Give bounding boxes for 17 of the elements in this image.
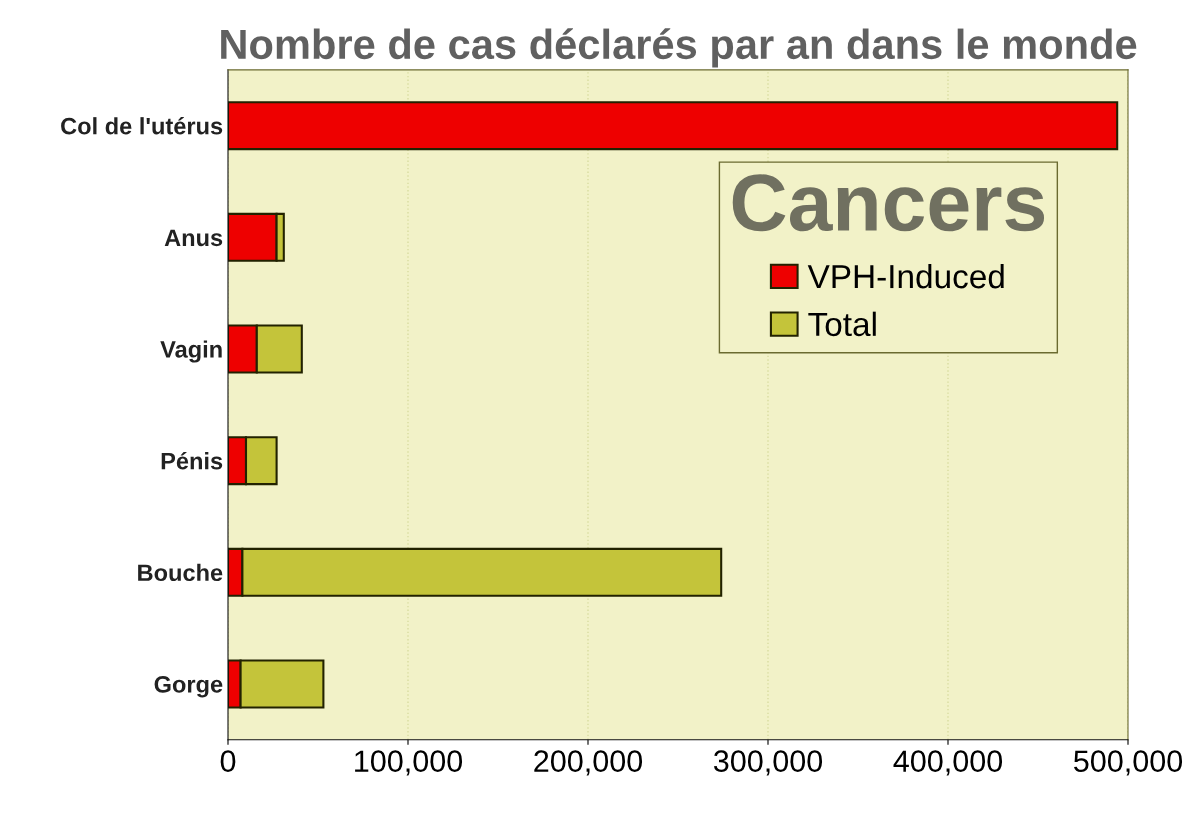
legend-title: Cancers xyxy=(732,174,1045,232)
x-tick-label: 0 xyxy=(220,750,236,772)
y-tick-label: Vagin xyxy=(160,340,222,363)
legend-label: VPH-Induced xyxy=(807,263,1004,289)
x-tick-label: 200,000 xyxy=(534,750,643,776)
x-tick-label: 100,000 xyxy=(355,750,463,776)
y-tick-label: Gorge xyxy=(154,675,223,698)
bar xyxy=(228,101,1119,151)
x-tick-label: 500,000 xyxy=(1074,750,1183,776)
y-tick-label: Pénis xyxy=(161,451,223,470)
y-tick-label: Bouche xyxy=(138,563,223,582)
y-tick-label: Anus xyxy=(164,229,223,247)
y-tick-label: Col de l'utérus xyxy=(61,116,223,135)
legend-label: Total xyxy=(808,311,876,337)
x-tick-label: 300,000 xyxy=(713,750,823,776)
x-tick-label: 400,000 xyxy=(893,750,1003,776)
chart-title: Nombre de cas déclarés par an dans le monde xyxy=(221,28,1137,68)
